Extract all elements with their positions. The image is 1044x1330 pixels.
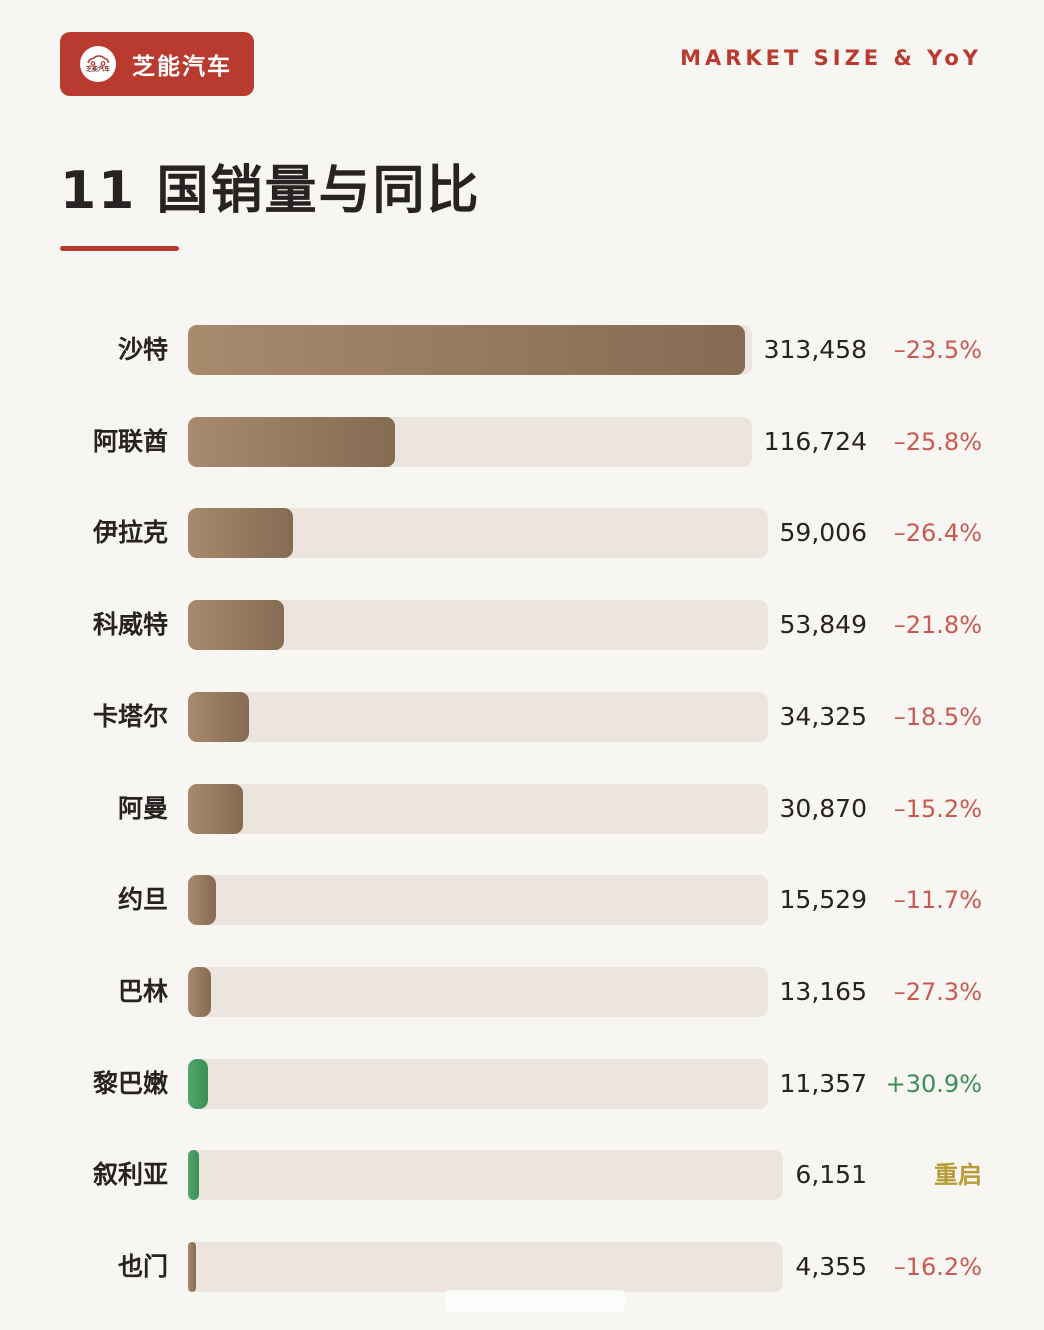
category-label: 伊拉克 bbox=[92, 518, 168, 547]
brand-logo: 芝能汽车 bbox=[80, 46, 116, 82]
bar bbox=[188, 1150, 199, 1200]
sales-value-label: 59,006 bbox=[779, 518, 867, 547]
category-label: 科威特 bbox=[92, 610, 168, 639]
section-tagline: MARKET SIZE & YoY bbox=[680, 46, 982, 70]
bar bbox=[188, 875, 216, 925]
sales-value-label: 6,151 bbox=[795, 1160, 867, 1189]
chart-row: 沙特 313,458 –23.5% bbox=[0, 325, 1044, 375]
brand-name: 芝能汽车 bbox=[132, 54, 232, 80]
sales-value-label: 30,870 bbox=[779, 794, 867, 823]
category-label: 黎巴嫩 bbox=[92, 1069, 168, 1098]
category-label: 沙特 bbox=[117, 335, 168, 364]
category-label: 阿曼 bbox=[117, 794, 168, 823]
page-title: 11 国销量与同比 bbox=[60, 161, 481, 221]
chart-row: 卡塔尔 34,325 –18.5% bbox=[0, 692, 1044, 742]
yoy-label: –26.4% bbox=[893, 519, 982, 547]
yoy-label: –23.5% bbox=[893, 336, 982, 364]
chart-row: 也门 4,355 –16.2% bbox=[0, 1242, 1044, 1292]
yoy-label: –18.5% bbox=[893, 703, 982, 731]
sales-value-label: 313,458 bbox=[763, 335, 867, 364]
bar bbox=[188, 417, 396, 467]
chart-row: 叙利亚 6,151 重启 bbox=[0, 1150, 1044, 1200]
bar bbox=[188, 600, 284, 650]
sales-value-label: 53,849 bbox=[779, 610, 867, 639]
bar-track bbox=[188, 784, 768, 834]
bar-track bbox=[188, 600, 768, 650]
yoy-label: –16.2% bbox=[893, 1253, 982, 1281]
bar-track bbox=[188, 875, 768, 925]
chart-row: 阿联酋 116,724 –25.8% bbox=[0, 417, 1044, 467]
scroll-indicator bbox=[445, 1290, 625, 1312]
sales-value-label: 15,529 bbox=[779, 885, 867, 914]
chart-row: 巴林 13,165 –27.3% bbox=[0, 967, 1044, 1017]
category-label: 也门 bbox=[117, 1252, 168, 1281]
bar bbox=[188, 508, 293, 558]
title-underline bbox=[60, 246, 179, 251]
bar bbox=[188, 1059, 209, 1109]
yoy-label: –11.7% bbox=[893, 886, 982, 914]
chart-row: 伊拉克 59,006 –26.4% bbox=[0, 508, 1044, 558]
bar-track bbox=[188, 325, 752, 375]
yoy-label: –15.2% bbox=[893, 795, 982, 823]
category-label: 约旦 bbox=[117, 885, 168, 914]
yoy-label: –21.8% bbox=[893, 611, 982, 639]
bar bbox=[188, 692, 249, 742]
logo-text: 芝能汽车 bbox=[85, 66, 110, 73]
sales-value-label: 4,355 bbox=[795, 1252, 867, 1281]
category-label: 阿联酋 bbox=[92, 427, 168, 456]
car-outline-icon bbox=[87, 55, 110, 66]
bar-track bbox=[188, 1059, 768, 1109]
sales-value-label: 11,357 bbox=[779, 1069, 867, 1098]
bar-track bbox=[188, 508, 768, 558]
category-label: 巴林 bbox=[117, 977, 168, 1006]
yoy-label: 重启 bbox=[934, 1161, 982, 1189]
bar bbox=[188, 1242, 196, 1292]
bar-track bbox=[188, 692, 768, 742]
sales-value-label: 34,325 bbox=[779, 702, 867, 731]
bar bbox=[188, 325, 745, 375]
chart-row: 科威特 53,849 –21.8% bbox=[0, 600, 1044, 650]
brand-badge: 芝能汽车 芝能汽车 bbox=[60, 32, 254, 96]
yoy-label: –25.8% bbox=[893, 428, 982, 456]
bar-track bbox=[188, 417, 752, 467]
bar-track bbox=[188, 967, 768, 1017]
chart-row: 黎巴嫩 11,357 +30.9% bbox=[0, 1059, 1044, 1109]
bar-track bbox=[188, 1150, 783, 1200]
bar bbox=[188, 967, 212, 1017]
sales-value-label: 116,724 bbox=[763, 427, 867, 456]
chart-row: 阿曼 30,870 –15.2% bbox=[0, 784, 1044, 834]
bar bbox=[188, 784, 243, 834]
category-label: 卡塔尔 bbox=[92, 702, 168, 731]
yoy-label: +30.9% bbox=[885, 1070, 982, 1098]
chart-row: 约旦 15,529 –11.7% bbox=[0, 875, 1044, 925]
bar-track bbox=[188, 1242, 783, 1292]
yoy-label: –27.3% bbox=[893, 978, 982, 1006]
sales-value-label: 13,165 bbox=[779, 977, 867, 1006]
category-label: 叙利亚 bbox=[92, 1160, 168, 1189]
